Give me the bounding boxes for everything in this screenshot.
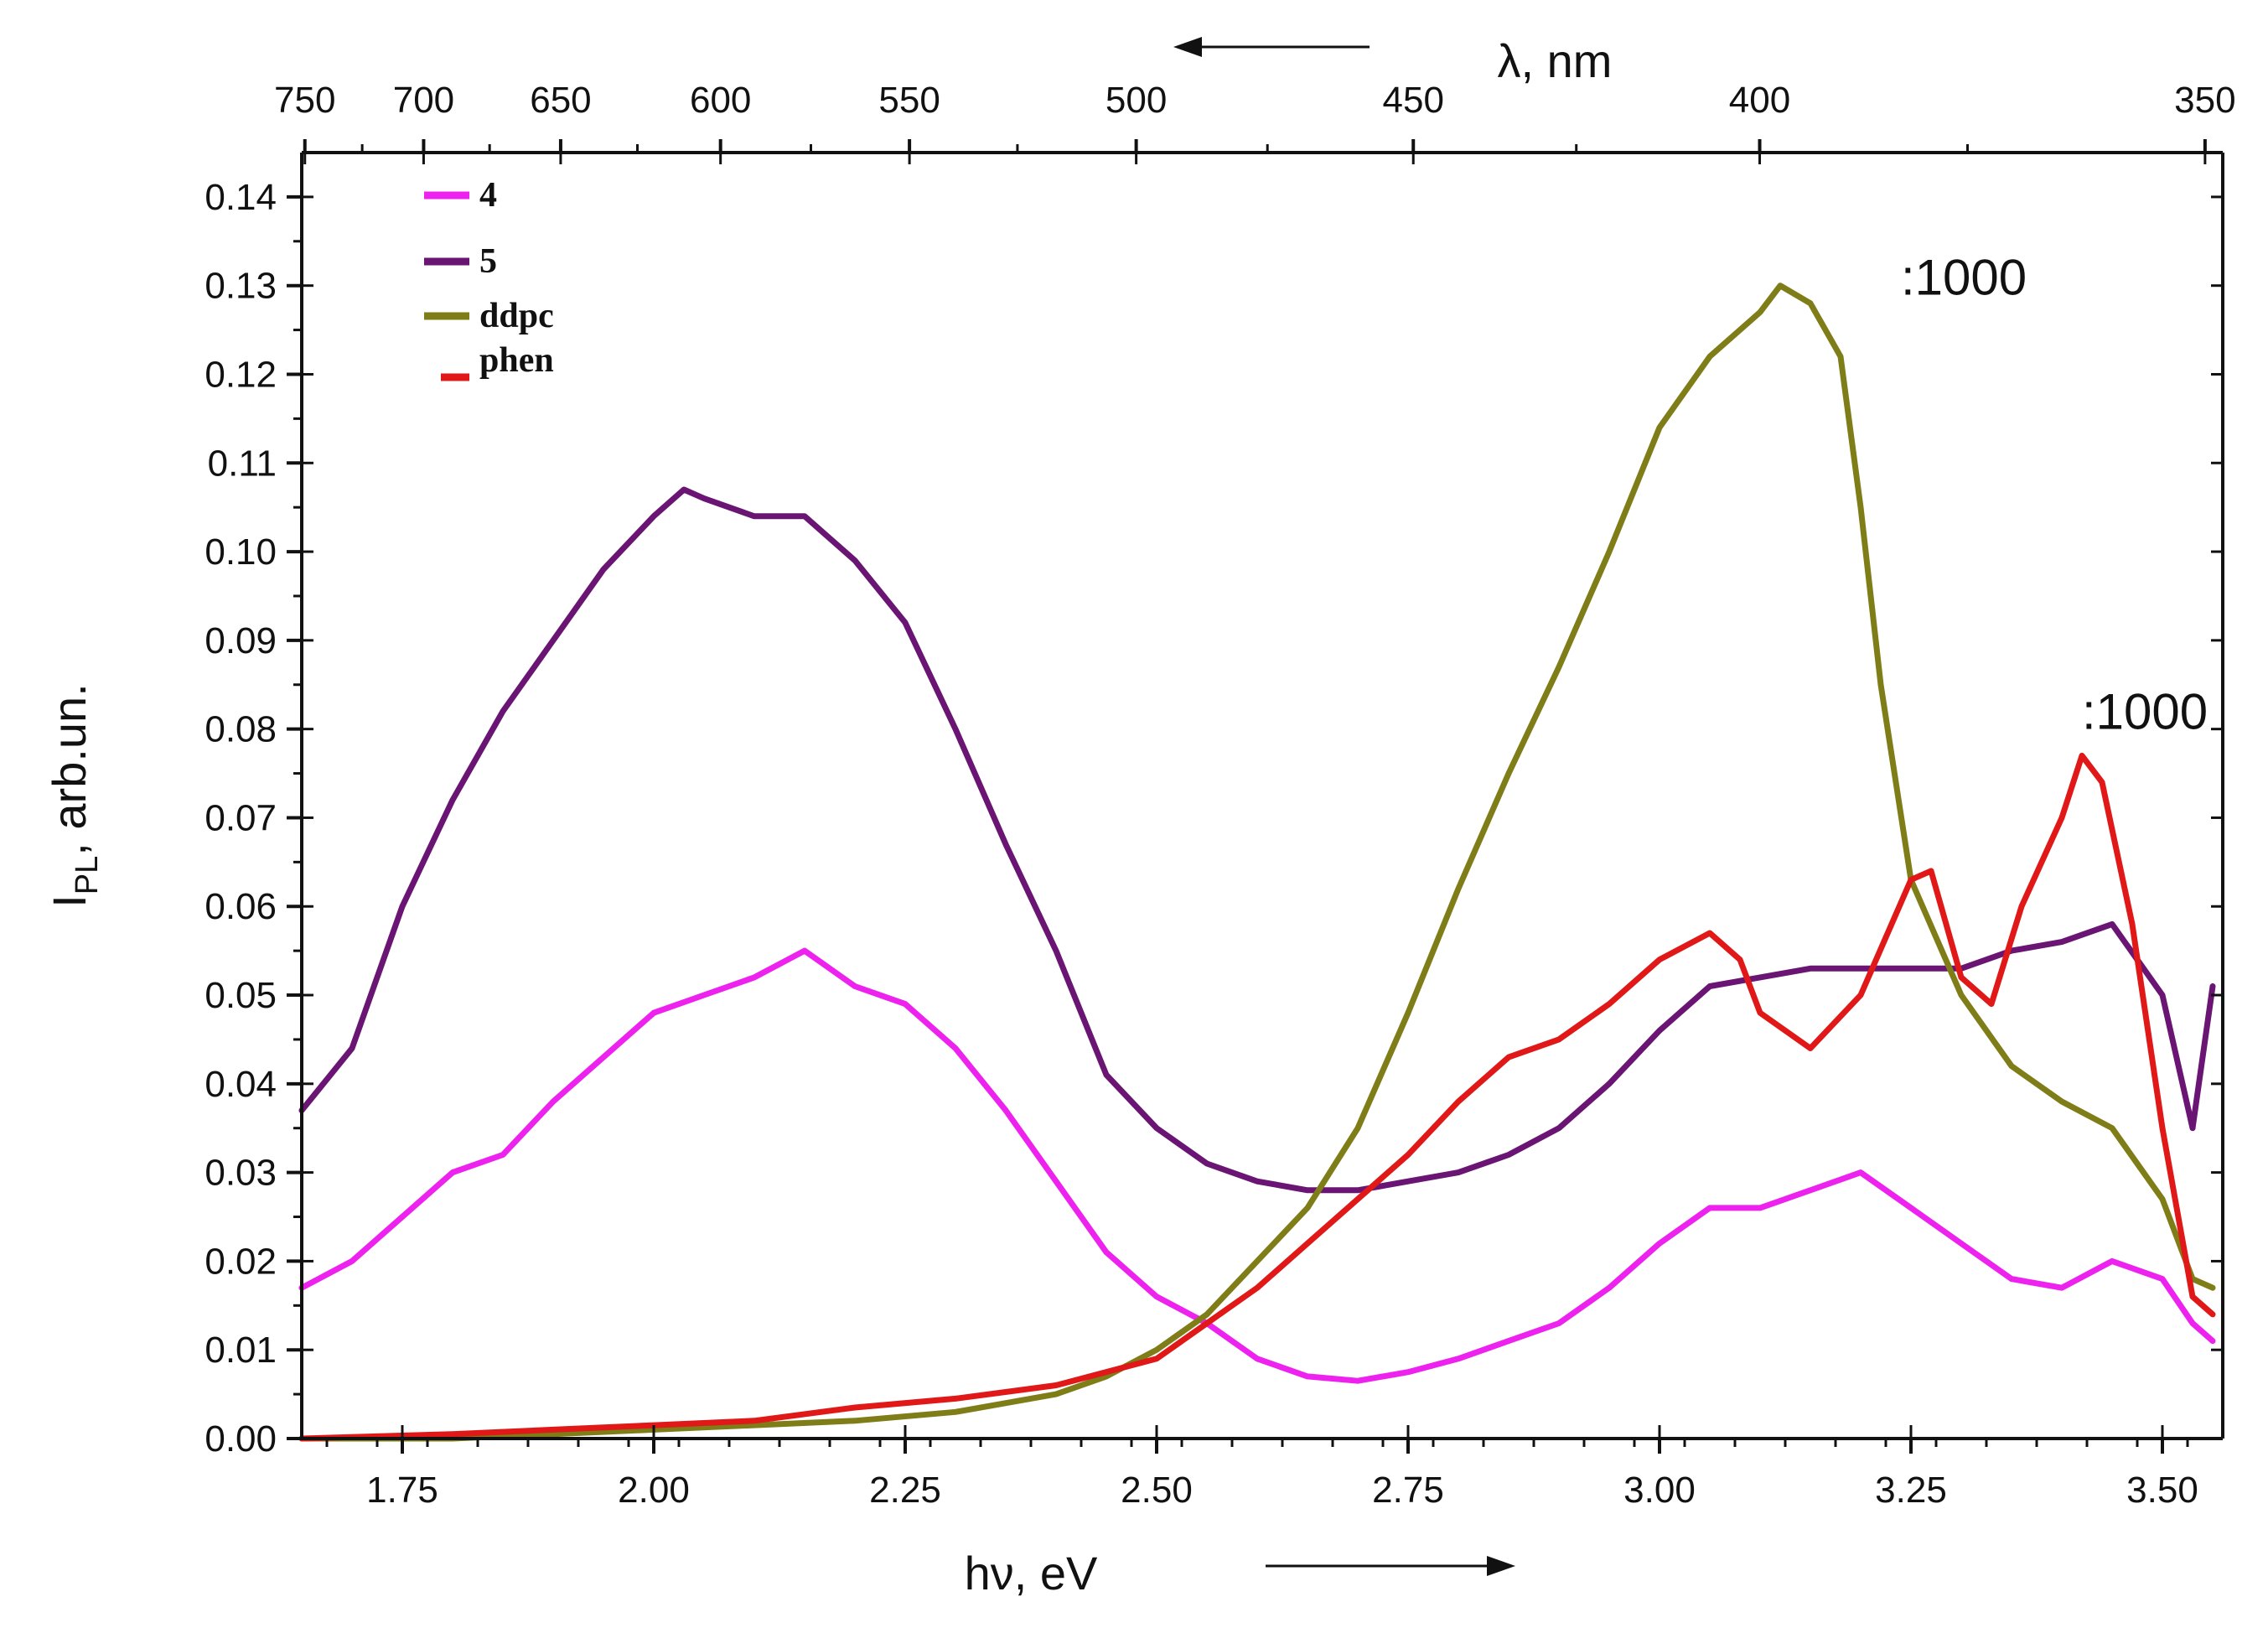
- series-line-phen: [298, 752, 2216, 1442]
- axes: [300, 151, 2224, 1440]
- legend-label-phen: phen: [479, 341, 554, 380]
- top-tick-label: 400: [1729, 80, 1790, 121]
- y-tick-label: 0.08: [205, 709, 277, 750]
- y-tick-label: 0.06: [205, 886, 277, 927]
- y-tick-label: 0.10: [205, 531, 277, 573]
- top-tick-label: 500: [1106, 80, 1167, 121]
- top-tick-label: 350: [2174, 80, 2235, 121]
- legend: 4 5 ddpc phen: [424, 176, 554, 381]
- y-axis-title-suffix: , arb.un.: [43, 683, 96, 855]
- y-tick-label: 0.04: [205, 1064, 277, 1105]
- top-direction-arrow: [1173, 37, 1370, 57]
- x-tick-label: 2.00: [618, 1470, 690, 1511]
- x-tick-label: 3.50: [2126, 1470, 2198, 1511]
- top-tick-label: 700: [393, 80, 454, 121]
- top-tick-label: 650: [530, 80, 591, 121]
- y-tick-label: 0.05: [205, 975, 277, 1016]
- x-direction-arrow: [1266, 1556, 1515, 1576]
- y-tick-label: 0.00: [205, 1418, 277, 1459]
- series-layer: [298, 283, 2216, 1442]
- series-line-4: [298, 947, 2216, 1384]
- y-axis-title-sub: PL: [70, 856, 105, 894]
- y-tick-label: 0.11: [208, 443, 277, 484]
- y-tick-label: 0.12: [205, 354, 277, 395]
- top-tick-label: 450: [1383, 80, 1444, 121]
- y-axis-title: IPL, arb.un.: [43, 683, 105, 908]
- x-tick-label: 2.75: [1372, 1470, 1444, 1511]
- y-tick-label: 0.03: [205, 1153, 277, 1194]
- x-tick-label: 3.25: [1875, 1470, 1947, 1511]
- y-tick-label: 0.09: [205, 620, 277, 661]
- x-axis-title: hν, eV: [965, 1547, 1098, 1599]
- series-line-5: [298, 486, 2216, 1194]
- legend-label-5: 5: [479, 242, 497, 281]
- top-axis-title: λ, nm: [1498, 34, 1613, 87]
- top-tick-label: 600: [690, 80, 751, 121]
- y-axis-title-main: I: [43, 894, 96, 908]
- x-tick-label: 2.25: [869, 1470, 941, 1511]
- y-tick-label: 0.07: [205, 797, 277, 838]
- top-tick-label: 750: [274, 80, 335, 121]
- y-tick-label: 0.02: [205, 1241, 277, 1282]
- legend-label-ddpc: ddpc: [479, 297, 554, 335]
- annotation-ddpc-scale: :1000: [1901, 249, 2027, 305]
- annotation-phen-scale: :1000: [2082, 684, 2208, 740]
- legend-label-4: 4: [479, 176, 497, 215]
- top-tick-label: 550: [878, 80, 940, 121]
- y-tick-label: 0.13: [205, 266, 277, 307]
- x-tick-label: 2.50: [1121, 1470, 1193, 1511]
- y-tick-label: 0.01: [205, 1330, 277, 1371]
- series-line-ddpc: [298, 283, 2216, 1442]
- x-tick-label: 3.00: [1623, 1470, 1696, 1511]
- x-tick-label: 1.75: [366, 1470, 438, 1511]
- y-tick-label: 0.14: [205, 177, 277, 218]
